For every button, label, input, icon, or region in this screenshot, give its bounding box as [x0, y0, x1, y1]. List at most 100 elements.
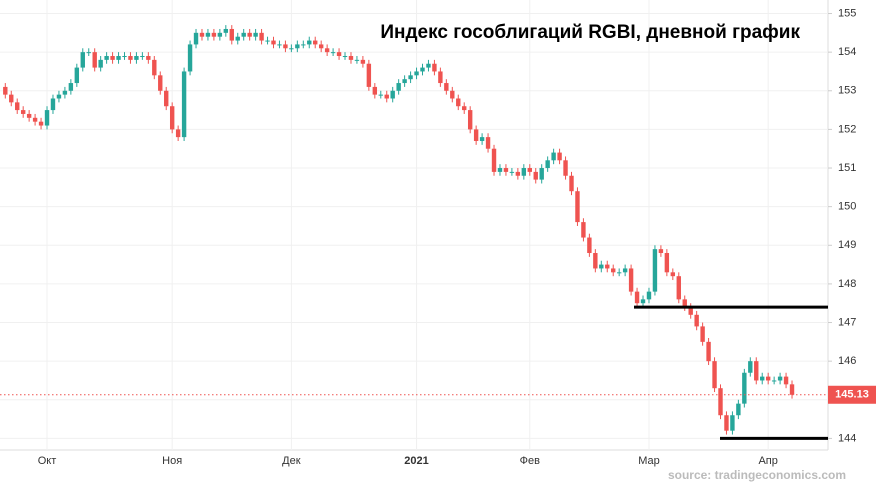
candle-body: [9, 94, 14, 103]
candle-body: [253, 32, 258, 37]
candle-body: [211, 32, 217, 37]
candle-body: [658, 249, 664, 254]
candle-body: [247, 32, 252, 37]
candle-body: [622, 268, 628, 273]
candle-body: [450, 90, 455, 99]
last-price-label: 145.13: [835, 389, 869, 401]
candle-body: [342, 56, 348, 58]
candle-body: [426, 63, 431, 68]
candle-body: [241, 32, 246, 37]
candle-body: [74, 67, 80, 84]
candle-body: [158, 75, 163, 91]
candle-body: [92, 52, 97, 68]
candle-body: [301, 44, 306, 46]
candle-body: [414, 71, 419, 76]
candle-body: [587, 237, 592, 254]
y-tick-label: 150: [838, 201, 856, 213]
candle-body: [295, 44, 300, 49]
candle-body: [771, 380, 777, 382]
candle-body: [557, 152, 562, 161]
candle-body: [551, 152, 556, 161]
candle-body: [193, 32, 199, 45]
candle-body: [50, 98, 56, 111]
candle-body: [187, 44, 193, 72]
candle-body: [408, 75, 413, 80]
candle-body: [479, 137, 485, 141]
candle-body: [372, 86, 378, 95]
candle-body: [175, 129, 181, 138]
candle-body: [217, 32, 223, 37]
candle-body: [742, 372, 747, 404]
candle-body: [169, 106, 175, 130]
candle-body: [509, 171, 515, 173]
candle-body: [348, 56, 354, 60]
candle-body: [575, 191, 580, 223]
candle-body: [283, 44, 288, 49]
y-tick-label: 149: [838, 239, 856, 251]
candle-body: [491, 148, 497, 172]
y-tick-label: 152: [838, 123, 856, 135]
candle-body: [599, 264, 604, 269]
candle-body: [777, 376, 783, 381]
candle-body: [670, 272, 676, 277]
candle-body: [181, 71, 187, 138]
candle-body: [688, 307, 693, 315]
candle-body: [146, 56, 151, 60]
candle-body: [605, 264, 610, 269]
candle-body: [694, 314, 699, 327]
candle-body: [62, 90, 68, 95]
source: source: tradingeconomics.com: [668, 468, 846, 482]
y-tick-label: 153: [838, 85, 856, 97]
candle-body: [634, 291, 640, 304]
candle-body: [110, 56, 115, 60]
candle-body: [366, 63, 372, 87]
candle-body: [354, 59, 360, 61]
grid: [0, 0, 828, 450]
candle-body: [646, 291, 652, 300]
y-tick-label: 146: [838, 355, 856, 367]
y-tick-label: 148: [838, 278, 856, 290]
candle-body: [38, 121, 44, 126]
candle-body: [116, 56, 121, 60]
candle-body: [360, 59, 366, 64]
candle-body: [259, 32, 264, 41]
candle-body: [485, 137, 491, 149]
candle-body: [86, 52, 91, 54]
chart-title: Индекс гособлигаций RGBI, дневной график: [380, 22, 800, 43]
candle-body: [712, 361, 717, 389]
candle-body: [765, 376, 771, 381]
candle-body: [164, 90, 169, 107]
candle-body: [229, 28, 234, 41]
candle-body: [473, 129, 479, 141]
candle-body: [122, 56, 127, 58]
x-tick-label: Мар: [638, 455, 660, 467]
y-tick-label: 151: [838, 162, 856, 174]
candle-body: [515, 171, 521, 176]
candle-body: [378, 94, 383, 96]
candle-body: [330, 52, 336, 54]
candle-body: [736, 403, 741, 416]
plot: [3, 25, 795, 435]
candle-body: [503, 168, 509, 172]
candle-body: [718, 388, 723, 416]
candle-body: [205, 32, 211, 37]
candle-body: [98, 59, 103, 68]
candle-body: [32, 117, 38, 122]
candle-body: [783, 376, 789, 385]
candle-body: [563, 160, 568, 176]
candle-body: [104, 56, 109, 60]
candle-body: [628, 268, 634, 292]
candle-body: [593, 253, 598, 269]
candle-body: [569, 175, 574, 192]
candle-body: [3, 86, 8, 95]
candle-body: [318, 44, 324, 49]
candle-body: [313, 40, 318, 45]
candle-body: [438, 71, 443, 84]
candle-body: [676, 276, 681, 300]
y-tick-label: 155: [838, 7, 856, 19]
candle-body: [128, 56, 133, 60]
candle-body: [26, 113, 32, 118]
x-tick-label: Апр: [758, 455, 777, 467]
candle-body: [682, 299, 687, 308]
